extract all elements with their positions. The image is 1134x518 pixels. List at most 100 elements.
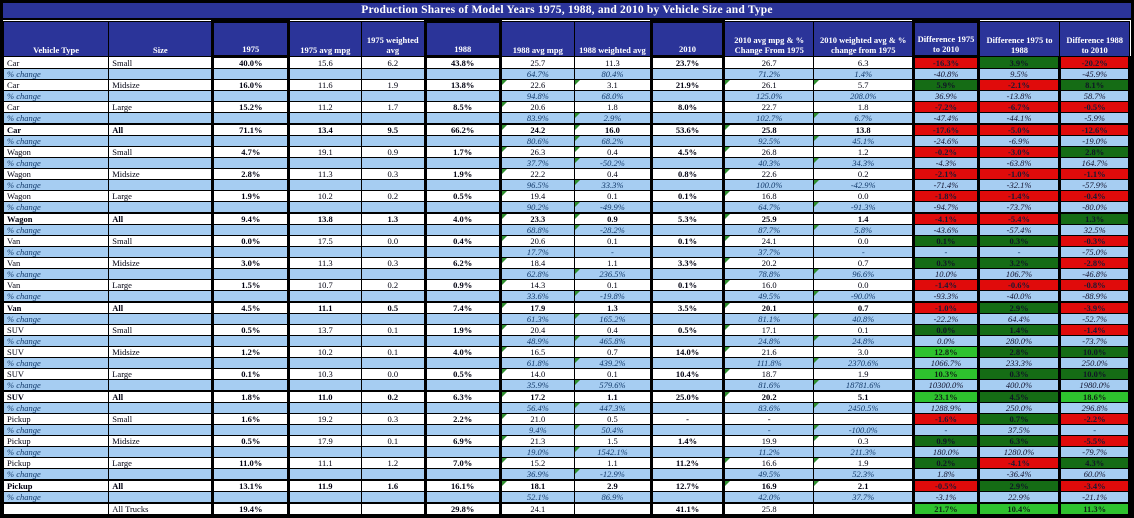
- table-cell: 0.0%: [912, 335, 980, 347]
- flag-icon: [501, 481, 507, 486]
- table-cell: [649, 268, 726, 280]
- table-cell: 33.6%: [499, 290, 576, 303]
- table-cell: 13.7: [288, 324, 362, 336]
- table-cell: [423, 491, 502, 504]
- table-cell: -6.9%: [976, 135, 1062, 147]
- flag-icon: [575, 136, 581, 141]
- table-cell: -: [912, 424, 980, 436]
- table-cell: SUV: [2, 324, 110, 336]
- table-cell: -4.1%: [976, 457, 1062, 469]
- table-cell: [423, 224, 502, 236]
- table-cell: [108, 135, 214, 147]
- table-cell: 12.8%: [912, 346, 980, 358]
- table-cell: 1.2%: [211, 346, 291, 358]
- table-cell: 78.8%: [723, 268, 815, 280]
- flag-icon: [501, 392, 507, 397]
- table-cell: 20.4: [499, 324, 576, 336]
- pct-change-row: % change 37.7% -50.2% 40.3% 34.3% -4.3% -63.8%…: [2, 157, 1131, 169]
- table-cell: % change: [2, 379, 110, 392]
- table-cell: [108, 379, 214, 392]
- table-cell: Van: [2, 257, 110, 269]
- table-cell: 2.2%: [423, 413, 502, 425]
- table-cell: 18.4: [499, 257, 576, 269]
- table-cell: 2.9: [574, 479, 652, 492]
- table-cell: [423, 201, 502, 214]
- table-cell: [649, 246, 726, 258]
- table-cell: 1.9: [813, 368, 915, 380]
- table-cell: [288, 201, 362, 214]
- table-cell: [649, 90, 726, 102]
- table-cell: 0.4: [574, 146, 652, 158]
- table-cell: % change: [2, 491, 110, 504]
- table-cell: 13.1%: [211, 479, 291, 492]
- flag-icon: [501, 214, 507, 219]
- table-cell: 0.4: [574, 168, 652, 180]
- table-cell: % change: [2, 201, 110, 214]
- table-cell: -2.8%: [1058, 257, 1131, 269]
- table-cell: -19.0%: [1058, 135, 1131, 147]
- flag-icon: [725, 258, 731, 263]
- table-cell: -22.2%: [912, 313, 980, 325]
- table-cell: -4.3%: [912, 157, 980, 169]
- table-cell: -7.2%: [912, 101, 980, 113]
- table-cell: [360, 201, 426, 214]
- table-cell: 49.5%: [723, 290, 815, 303]
- pct-change-row: % change 94.8% 68.0% 125.0% 208.0% 36.9% -13.8…: [2, 90, 1131, 102]
- table-row: Wagon Midsize 2.8% 11.3 0.3 1.9% 22.2 0.4 0.8% 22…: [2, 168, 1131, 180]
- table-cell: 1.9%: [211, 190, 291, 202]
- table-cell: 3.0%: [211, 257, 291, 269]
- pct-change-row: % change 17.7% -37.7% - - - -75.0%: [2, 246, 1131, 258]
- table-cell: 19.9: [723, 435, 815, 447]
- table-cell: % change: [2, 135, 110, 147]
- table-cell: [108, 246, 214, 258]
- table-cell: [288, 446, 362, 458]
- table-cell: -52.7%: [1058, 313, 1131, 325]
- flag-icon: [575, 380, 581, 385]
- table-cell: -20.2%: [1058, 56, 1131, 69]
- flag-icon: [575, 180, 581, 185]
- table-cell: [288, 402, 362, 414]
- table-cell: 11.1: [288, 457, 362, 469]
- table-cell: Car: [2, 79, 110, 91]
- table-cell: 2.1: [813, 479, 915, 492]
- table-cell: Pickup: [2, 413, 110, 425]
- flag-icon: [575, 158, 581, 163]
- table-cell: [108, 179, 214, 191]
- table-cell: 4.5%: [649, 146, 726, 158]
- table-cell: Large: [108, 101, 214, 113]
- table-cell: 1.9: [813, 457, 915, 469]
- table-cell: 0.5%: [423, 190, 502, 202]
- table-cell: 1.8%: [211, 390, 291, 403]
- flag-icon: [725, 280, 731, 285]
- table-cell: 1.1: [574, 390, 652, 403]
- table-cell: 3.0: [813, 346, 915, 358]
- table-cell: [649, 179, 726, 191]
- table-cell: Large: [108, 279, 214, 291]
- pct-change-row: % change 64.7% 80.4% 71.2% 1.4% -40.8% 9.5% -45…: [2, 68, 1131, 80]
- table-cell: % change: [2, 335, 110, 347]
- table-row: Wagon All 9.4% 13.8 1.3 4.0% 23.3 0.9 5.3% 25.9 1.…: [2, 212, 1131, 225]
- table-cell: 20.2: [723, 257, 815, 269]
- table-row: Wagon Small 4.7% 19.1 0.9 1.7% 26.3 0.4 4.5% 26.8…: [2, 146, 1131, 158]
- column-header: 2010: [649, 20, 726, 58]
- flag-icon: [814, 291, 820, 296]
- table-cell: [423, 424, 502, 436]
- table-cell: 40.8%: [813, 313, 915, 325]
- table-cell: 5.9%: [912, 79, 980, 91]
- table-cell: 125.0%: [723, 90, 815, 102]
- table-cell: 14.0: [499, 368, 576, 380]
- table-cell: -79.7%: [1058, 446, 1131, 458]
- table-cell: [288, 246, 362, 258]
- flag-icon: [814, 481, 820, 486]
- table-cell: 25.0%: [649, 390, 726, 403]
- table-cell: [288, 424, 362, 436]
- table-cell: 1.5: [574, 435, 652, 447]
- table-cell: 0.1: [360, 435, 426, 447]
- flag-icon: [501, 458, 507, 463]
- table-cell: % change: [2, 313, 110, 325]
- table-cell: % change: [2, 468, 110, 481]
- table-cell: 35.9%: [499, 379, 576, 392]
- table-cell: 1.4%: [976, 324, 1062, 336]
- table-cell: [2, 502, 110, 515]
- table-cell: 37.7%: [813, 491, 915, 504]
